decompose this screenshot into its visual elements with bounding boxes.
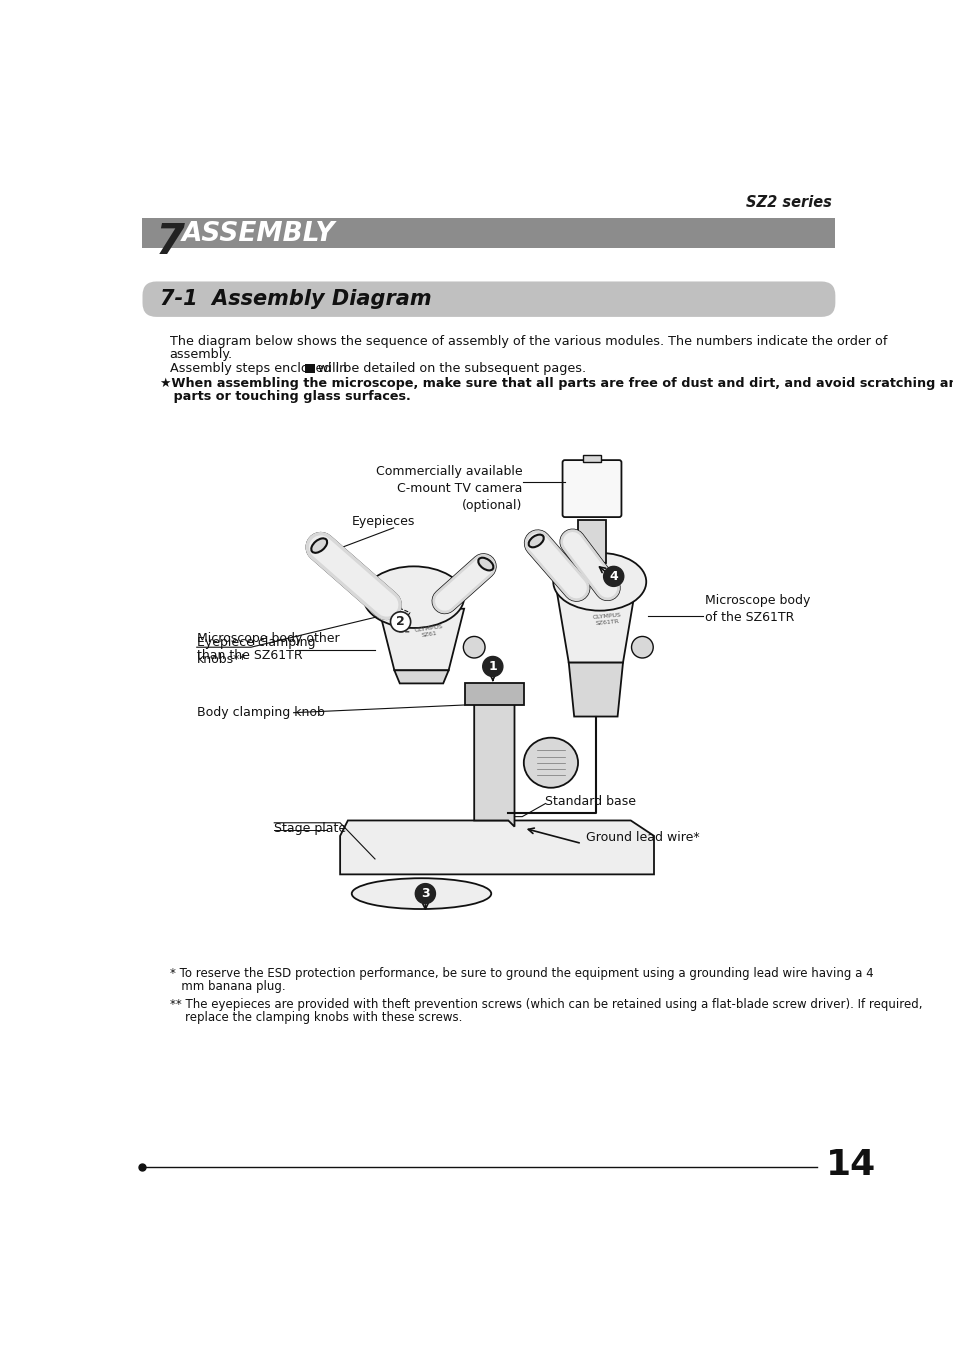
- Ellipse shape: [363, 566, 464, 628]
- Ellipse shape: [477, 558, 493, 570]
- Text: The diagram below shows the sequence of assembly of the various modules. The num: The diagram below shows the sequence of …: [170, 335, 886, 349]
- Text: OLYMPUS
SZ61TR: OLYMPUS SZ61TR: [592, 612, 621, 626]
- Circle shape: [390, 612, 410, 632]
- Ellipse shape: [528, 535, 543, 547]
- Polygon shape: [474, 689, 514, 827]
- Text: ** The eyepieces are provided with theft prevention screws (which can be retaine: ** The eyepieces are provided with theft…: [170, 997, 922, 1011]
- Ellipse shape: [352, 878, 491, 909]
- Circle shape: [482, 657, 502, 677]
- Circle shape: [603, 566, 623, 586]
- Text: 7-1  Assembly Diagram: 7-1 Assembly Diagram: [159, 289, 431, 309]
- Text: Eyepiece clamping
knobs**: Eyepiece clamping knobs**: [196, 636, 314, 666]
- Text: parts or touching glass surfaces.: parts or touching glass surfaces.: [159, 390, 410, 403]
- Polygon shape: [378, 609, 464, 670]
- Text: Assembly steps enclosed in: Assembly steps enclosed in: [170, 362, 347, 376]
- Text: 14: 14: [825, 1147, 876, 1182]
- Text: Body clamping knob: Body clamping knob: [196, 707, 324, 719]
- FancyBboxPatch shape: [142, 281, 835, 317]
- Bar: [578, 520, 605, 562]
- Text: 2: 2: [395, 615, 404, 628]
- Bar: [305, 363, 314, 373]
- Text: 1: 1: [488, 661, 497, 673]
- Text: Stage plate: Stage plate: [274, 821, 346, 835]
- Ellipse shape: [311, 538, 327, 553]
- Text: Eyepieces: Eyepieces: [352, 515, 415, 528]
- Text: Microscope body
of the SZ61TR: Microscope body of the SZ61TR: [704, 593, 810, 624]
- Text: OLYMPUS
SZ61: OLYMPUS SZ61: [414, 624, 444, 639]
- Polygon shape: [394, 670, 448, 684]
- Text: Ground lead wire*: Ground lead wire*: [585, 831, 699, 844]
- FancyBboxPatch shape: [562, 461, 620, 517]
- Ellipse shape: [463, 636, 484, 658]
- Polygon shape: [340, 820, 654, 874]
- Bar: [464, 684, 523, 705]
- Text: SZ2 series: SZ2 series: [745, 195, 831, 209]
- Text: 3: 3: [420, 888, 429, 900]
- Text: * To reserve the ESD protection performance, be sure to ground the equipment usi: * To reserve the ESD protection performa…: [170, 967, 872, 979]
- Bar: [142, 218, 835, 249]
- Text: replace the clamping knobs with these screws.: replace the clamping knobs with these sc…: [170, 1011, 461, 1024]
- Text: Microscope body other
than the SZ61TR: Microscope body other than the SZ61TR: [196, 632, 339, 662]
- Circle shape: [415, 884, 435, 904]
- Text: assembly.: assembly.: [170, 349, 233, 362]
- Ellipse shape: [553, 553, 645, 611]
- Bar: [582, 455, 600, 462]
- Polygon shape: [568, 662, 622, 716]
- Ellipse shape: [523, 738, 578, 788]
- Text: ASSEMBLY: ASSEMBLY: [181, 220, 335, 247]
- Text: will be detailed on the subsequent pages.: will be detailed on the subsequent pages…: [317, 362, 585, 376]
- Text: 7: 7: [155, 220, 185, 262]
- Text: mm banana plug.: mm banana plug.: [170, 979, 285, 993]
- Text: Standard base: Standard base: [545, 794, 636, 808]
- Text: ★When assembling the microscope, make sure that all parts are free of dust and d: ★When assembling the microscope, make su…: [159, 377, 953, 390]
- Ellipse shape: [631, 636, 653, 658]
- Text: Commercially available
C-mount TV camera
(optional): Commercially available C-mount TV camera…: [375, 465, 521, 512]
- Text: 4: 4: [609, 570, 618, 582]
- Polygon shape: [557, 593, 634, 662]
